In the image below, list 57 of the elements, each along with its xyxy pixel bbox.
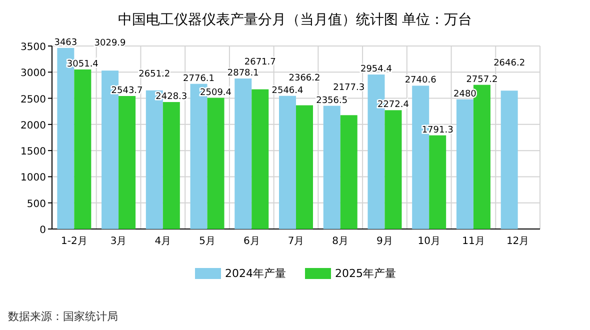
bar bbox=[429, 135, 446, 229]
data-label: 3051.4 bbox=[66, 59, 99, 70]
bar bbox=[74, 69, 92, 229]
data-label: 2546.4 bbox=[272, 86, 304, 96]
data-label: 2177.3 bbox=[333, 83, 365, 94]
legend-label: 2024年产量 bbox=[225, 267, 286, 280]
data-label: 3029.9 bbox=[94, 38, 126, 49]
x-tick-label: 8月 bbox=[332, 236, 349, 247]
bar bbox=[296, 105, 313, 229]
bar bbox=[207, 98, 224, 229]
data-label: 1791.3 bbox=[422, 125, 454, 136]
x-tick-label: 4月 bbox=[154, 236, 172, 247]
x-tick-label: 10月 bbox=[418, 236, 440, 247]
data-label: 2740.6 bbox=[404, 76, 437, 86]
data-label: 2272.4 bbox=[377, 100, 410, 110]
x-tick-label: 9月 bbox=[376, 236, 393, 247]
data-label: 2356.5 bbox=[316, 96, 348, 106]
y-tick-label: 2000 bbox=[20, 120, 46, 132]
x-tick-label: 12月 bbox=[506, 236, 530, 247]
x-tick-label: 3月 bbox=[110, 236, 127, 247]
y-tick-label: 2500 bbox=[20, 94, 46, 106]
data-label: 2509.4 bbox=[200, 88, 232, 98]
bar bbox=[162, 102, 180, 229]
y-tick-label: 3500 bbox=[20, 42, 46, 53]
data-label: 3463 bbox=[54, 38, 78, 48]
x-tick-label: 11月 bbox=[462, 236, 485, 247]
bar bbox=[500, 90, 518, 229]
bar bbox=[234, 78, 252, 229]
y-tick-label: 1000 bbox=[20, 172, 46, 184]
legend-label: 2025年产量 bbox=[335, 267, 396, 280]
data-label: 2428.3 bbox=[156, 92, 188, 102]
bar bbox=[279, 96, 296, 229]
x-tick-label: 1-2月 bbox=[61, 236, 88, 247]
x-tick-label: 7月 bbox=[288, 236, 304, 247]
data-label: 2366.2 bbox=[288, 73, 320, 84]
data-label: 2543.7 bbox=[111, 86, 143, 96]
data-label: 2878.1 bbox=[227, 68, 259, 79]
bar bbox=[323, 106, 340, 229]
data-label: 2646.2 bbox=[494, 58, 526, 69]
data-label: 2757.2 bbox=[466, 74, 498, 85]
y-tick-label: 500 bbox=[26, 198, 46, 210]
data-label: 2651.2 bbox=[138, 69, 170, 80]
data-label: 2776.1 bbox=[183, 74, 215, 84]
y-tick-label: 1500 bbox=[20, 146, 46, 158]
x-tick-label: 6月 bbox=[243, 236, 260, 247]
bar bbox=[384, 110, 402, 229]
y-tick-label: 0 bbox=[40, 225, 46, 236]
data-label: 2954.4 bbox=[360, 64, 392, 75]
y-tick-label: 3000 bbox=[20, 68, 46, 80]
data-label: 2671.7 bbox=[244, 57, 276, 68]
chart-title: 中国电工仪器仪表产量分月（当月值）统计图 单位：万台 bbox=[118, 12, 472, 28]
source-note: 数据来源：国家统计局 bbox=[8, 310, 118, 323]
x-tick-label: 5月 bbox=[199, 236, 216, 247]
bar bbox=[118, 96, 136, 229]
bar bbox=[456, 99, 474, 229]
bar bbox=[252, 89, 269, 229]
bar bbox=[340, 115, 358, 229]
